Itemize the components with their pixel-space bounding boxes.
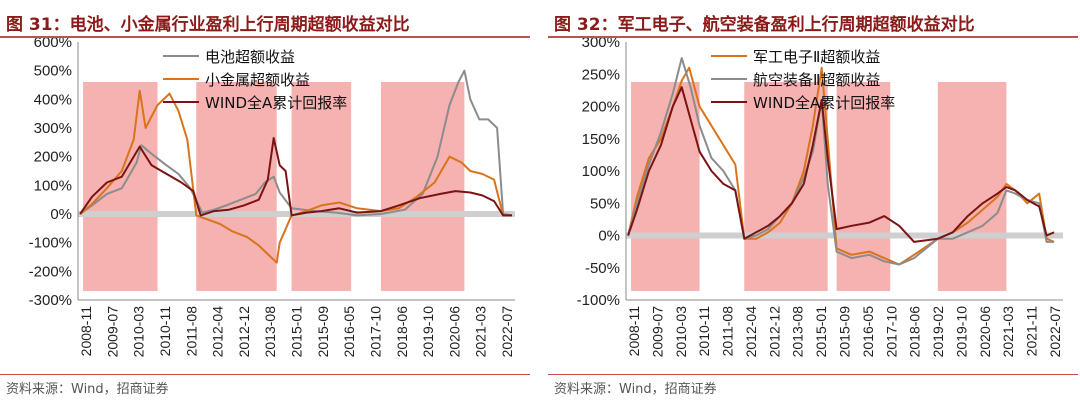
chart-area: -300% -200% -100% 0% 100% 200% 300% 400% 500% 600…: [29, 38, 515, 358]
chart-area: -100% -50% 0% 50% 100% 150% 200% 250% 300% 2008-1…: [577, 38, 1063, 358]
x-tick-label: 2012-12: [236, 306, 252, 358]
x-tick-label: 2019-02: [930, 306, 946, 358]
x-tick-label: 2021-11: [1024, 306, 1040, 357]
x-tick-label: 2010-11: [157, 306, 173, 357]
x-tick-label: 2022-07: [1047, 306, 1063, 358]
y-tick-label: -200%: [29, 263, 72, 280]
y-tick-label: 250%: [582, 66, 620, 83]
x-tick-label: 2010-03: [673, 306, 689, 358]
x-tick-label: 2012-04: [210, 306, 226, 358]
x-tick-label: 2015-09: [315, 306, 331, 358]
x-tick-label: 2008-11: [626, 306, 642, 357]
footer-rule: [548, 374, 1078, 375]
chart-title: 图 32：军工电子、航空装备盈利上行周期超额收益对比: [554, 15, 975, 35]
y-tick-label: 400%: [34, 91, 72, 108]
x-tick-label: 2017-10: [367, 306, 383, 358]
x-tick-label: 2016-05: [860, 306, 876, 358]
x-tick-label: 2019-10: [953, 306, 969, 358]
legend-label: 军工电子Ⅱ超额收益: [753, 48, 880, 66]
x-tick-label: 2018-06: [907, 306, 923, 358]
shaded-period: [83, 82, 158, 291]
x-tick-label: 2009-07: [104, 306, 120, 358]
legend-label: WIND全A累计回报率: [753, 94, 895, 112]
legend-label: 小金属超额收益: [205, 71, 310, 89]
title-rule: [0, 36, 530, 38]
y-tick-label: -50%: [585, 260, 620, 277]
y-tick-label: 100%: [582, 163, 620, 180]
x-tick-label: 2020-06: [446, 306, 462, 358]
x-tick-label: 2011-08: [183, 306, 199, 357]
panel-left: 图 31：电池、小金属行业盈利上行周期超额收益对比 -300% -200% -100…: [0, 0, 532, 405]
x-tick-label: 2021-03: [1000, 306, 1016, 358]
shaded-period: [291, 82, 352, 291]
panel-right: 图 32：军工电子、航空装备盈利上行周期超额收益对比 -100% -50% 0% 50…: [548, 0, 1080, 405]
x-tick-label: 2015-09: [837, 306, 853, 358]
y-tick-label: 0%: [50, 206, 72, 223]
x-tick-label: 2015-01: [289, 306, 305, 358]
legend-label: 电池超额收益: [205, 48, 295, 66]
x-tick-label: 2020-06: [977, 306, 993, 358]
x-tick-label: 2016-05: [341, 306, 357, 358]
y-tick-label: 500%: [34, 63, 72, 80]
y-tick-label: 300%: [582, 38, 620, 51]
x-tick-label: 2011-08: [720, 306, 736, 357]
series-line-0: [79, 69, 513, 217]
y-tick-label: 200%: [582, 99, 620, 116]
x-tick-label: 2013-08: [790, 306, 806, 358]
series-line-2: [627, 86, 1055, 243]
x-tick-label: 2021-03: [473, 306, 489, 358]
x-tick-label: 2009-07: [649, 306, 665, 358]
title-rule: [548, 36, 1078, 38]
x-tick-label: 2019-10: [420, 306, 436, 358]
shaded-period: [196, 82, 277, 291]
chart-title: 图 31：电池、小金属行业盈利上行周期超额收益对比: [6, 15, 410, 35]
y-tick-label: 150%: [582, 131, 620, 148]
x-tick-label: 2013-08: [262, 306, 278, 358]
x-tick-label: 2010-11: [696, 306, 712, 357]
x-tick-label: 2015-01: [813, 306, 829, 358]
source-note: 资料来源：Wind，招商证券: [554, 382, 717, 397]
legend-label: WIND全A累计回报率: [205, 94, 347, 112]
x-tick-label: 2010-03: [131, 306, 147, 358]
legend-label: 航空装备Ⅱ超额收益: [753, 71, 880, 89]
y-tick-label: -100%: [577, 292, 620, 309]
series-line-1: [79, 89, 512, 264]
y-tick-label: 100%: [34, 177, 72, 194]
series-line-2: [79, 137, 512, 217]
y-tick-label: -100%: [29, 235, 72, 252]
x-tick-label: 2012-12: [766, 306, 782, 358]
y-tick-label: 50%: [590, 195, 620, 212]
x-tick-label: 2022-07: [499, 306, 515, 358]
x-tick-label: 2012-04: [743, 306, 759, 358]
y-tick-label: 300%: [34, 120, 72, 137]
footer-rule: [0, 374, 530, 375]
y-tick-label: 200%: [34, 149, 72, 166]
y-tick-label: 0%: [598, 228, 620, 245]
y-tick-label: -300%: [29, 292, 72, 309]
source-note: 资料来源：Wind，招商证券: [6, 382, 169, 397]
y-tick-label: 600%: [34, 38, 72, 51]
shaded-period: [380, 82, 465, 291]
x-tick-label: 2018-06: [394, 306, 410, 358]
shaded-period: [937, 82, 1007, 291]
x-tick-label: 2017-10: [883, 306, 899, 358]
x-tick-label: 2008-11: [78, 306, 94, 357]
series-line-0: [627, 66, 1055, 266]
